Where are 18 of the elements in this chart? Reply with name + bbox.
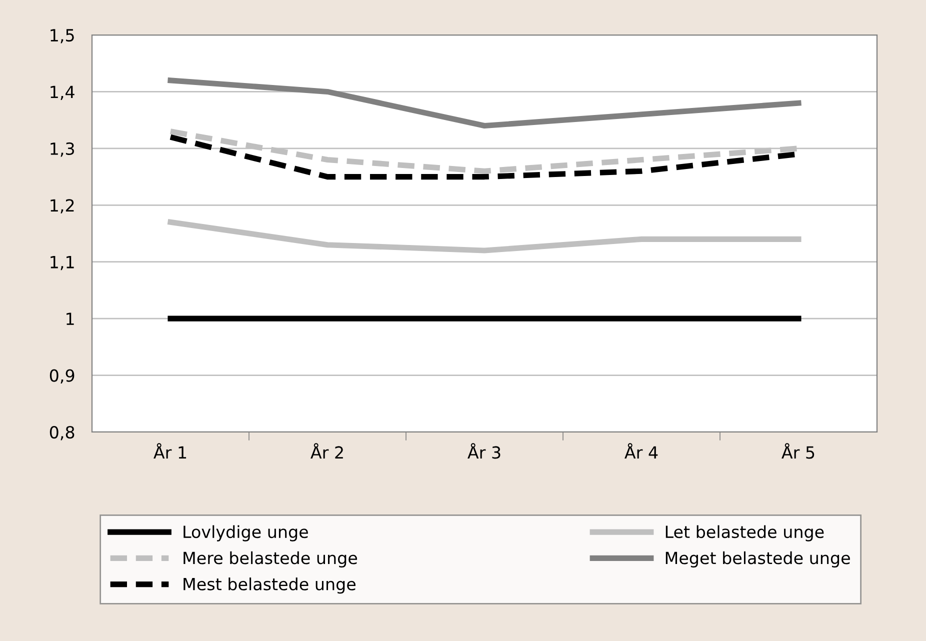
x-tick-label: År 1 [154,443,186,459]
y-tick-label: 1,3 [50,142,74,157]
y-tick-label: 0,8 [50,426,74,440]
y-tick-label: 1,1 [50,256,74,270]
legend-label: Lovlydige unge [184,525,308,542]
y-tick-label: 1,5 [50,29,74,44]
y-tick-label: 1 [66,312,74,325]
y-tick-label: 1,2 [50,199,74,214]
legend-label: Mest belastede unge [184,578,356,594]
x-tick-label: År 4 [624,443,658,459]
x-tick-label: År 3 [468,443,500,459]
legend-label: Mere belastede unge [184,551,358,568]
legend-label: Meget belastede unge [666,551,850,568]
x-tick-label: År 5 [782,443,814,459]
legend-label: Let belastede unge [666,525,824,542]
x-tick-label: År 2 [310,443,343,459]
y-tick-label: 0,9 [50,369,74,384]
y-tick-label: 1,4 [50,86,74,100]
